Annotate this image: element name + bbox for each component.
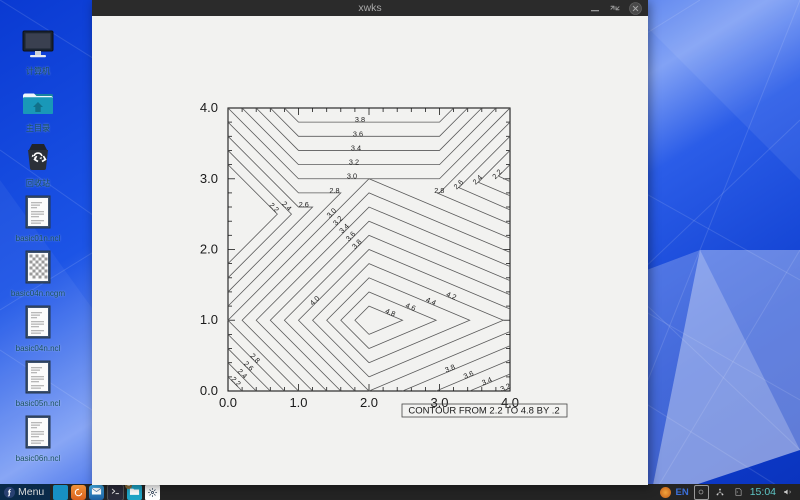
svg-text:2.4: 2.4 <box>280 199 294 213</box>
svg-text:2.8: 2.8 <box>434 186 444 195</box>
svg-text:3.8: 3.8 <box>443 362 456 374</box>
svg-text:3.0: 3.0 <box>200 171 218 186</box>
svg-text:3.4: 3.4 <box>351 143 361 152</box>
svg-text:2.4: 2.4 <box>471 173 485 187</box>
svg-text:3.0: 3.0 <box>347 172 357 181</box>
svg-text:1.0: 1.0 <box>200 312 218 327</box>
svg-text:4.0: 4.0 <box>200 100 218 115</box>
svg-text:CONTOUR FROM 2.2 TO 4.8 BY .2: CONTOUR FROM 2.2 TO 4.8 BY .2 <box>408 406 559 417</box>
svg-text:0.0: 0.0 <box>200 383 218 398</box>
svg-text:2.8: 2.8 <box>329 186 339 195</box>
svg-text:2.0: 2.0 <box>360 395 378 410</box>
svg-text:3.6: 3.6 <box>353 129 363 138</box>
svg-text:4.0: 4.0 <box>308 294 322 308</box>
svg-text:3.2: 3.2 <box>349 158 359 167</box>
svg-text:1.0: 1.0 <box>289 395 307 410</box>
svg-text:3.4: 3.4 <box>480 375 493 387</box>
svg-text:3.6: 3.6 <box>462 369 475 381</box>
svg-text:0.0: 0.0 <box>219 395 237 410</box>
svg-text:2.2: 2.2 <box>267 201 281 215</box>
svg-text:2.2: 2.2 <box>490 167 504 181</box>
svg-text:2.6: 2.6 <box>299 200 309 209</box>
svg-text:3.8: 3.8 <box>355 115 365 124</box>
svg-text:2.0: 2.0 <box>200 242 218 257</box>
